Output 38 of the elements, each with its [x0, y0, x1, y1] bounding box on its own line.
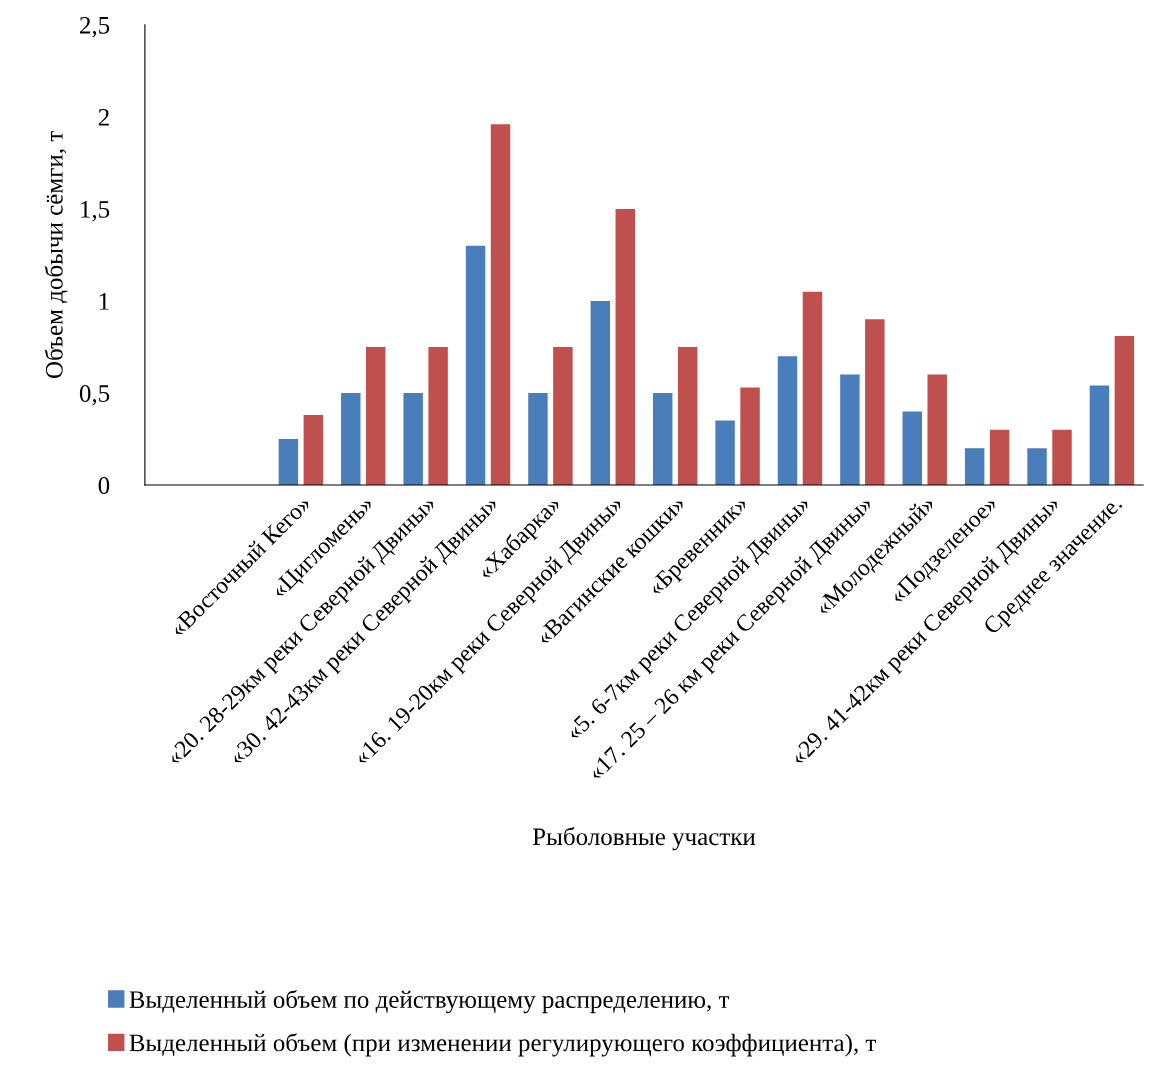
bar	[964, 448, 985, 486]
x-axis-title: Рыболовные участки	[532, 827, 756, 851]
bar	[528, 392, 548, 486]
bar	[553, 346, 573, 486]
bar	[740, 387, 760, 486]
bar	[677, 346, 698, 486]
bar	[303, 415, 324, 486]
y-tick-label: 0,5	[79, 385, 110, 406]
y-tick-label: 0	[98, 477, 110, 494]
y-tick-label: 2,5	[80, 16, 110, 38]
legend-label: Выделенный объем по действующему распределению, т	[129, 989, 730, 1014]
y-axis-title: Объем добычи сёмги, т	[44, 131, 68, 379]
bar	[652, 392, 673, 486]
bar	[1027, 448, 1047, 486]
legend-label: Выделенный объем (при изменении регулирующего коэффициента), т	[129, 1033, 876, 1057]
y-tick-label: 2	[98, 108, 109, 126]
bar	[465, 245, 486, 486]
bar	[590, 300, 611, 486]
bar	[715, 420, 735, 486]
bar	[490, 124, 511, 486]
bar	[1114, 335, 1135, 486]
bar	[902, 411, 922, 486]
bar	[865, 319, 885, 486]
bar	[1052, 429, 1072, 486]
bar	[989, 429, 1010, 486]
bar	[341, 392, 361, 486]
bar	[802, 291, 823, 486]
y-tick-label: 1	[99, 293, 109, 310]
bar	[777, 356, 798, 486]
bar	[615, 208, 636, 486]
y-tick-label: 1,5	[81, 201, 110, 222]
bar	[403, 392, 423, 486]
bar	[428, 346, 448, 486]
bar	[366, 346, 386, 486]
bar	[927, 374, 947, 486]
bar	[278, 438, 299, 486]
bar	[840, 374, 860, 486]
bar	[1089, 385, 1110, 486]
